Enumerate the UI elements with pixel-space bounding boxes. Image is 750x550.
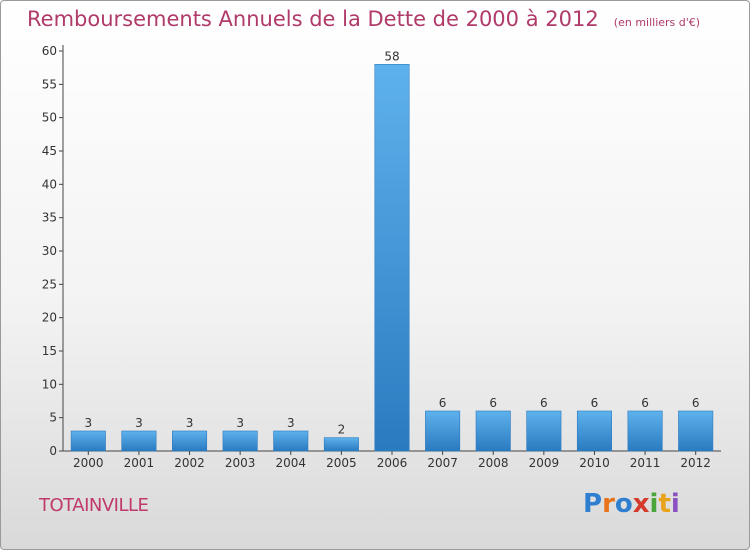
logo-letter: r — [602, 489, 615, 519]
y-tick-label-60: 60 — [42, 44, 57, 58]
bar-2006 — [374, 64, 410, 452]
y-tick-label-45: 45 — [42, 144, 57, 158]
x-tick-label-2004: 2004 — [275, 456, 306, 470]
y-tick-label-10: 10 — [42, 377, 57, 391]
x-tick-label-2000: 2000 — [73, 456, 104, 470]
y-tick-label-20: 20 — [42, 311, 57, 325]
bar-2001 — [121, 430, 157, 452]
y-tick-label-50: 50 — [42, 111, 57, 125]
bar-2002 — [172, 430, 208, 452]
value-label-2011: 6 — [641, 396, 649, 410]
x-tick-label-2011: 2011 — [630, 456, 661, 470]
bar-2007 — [425, 410, 461, 452]
bar-2004 — [273, 430, 309, 452]
logo-letter: i — [649, 489, 659, 519]
value-label-2007: 6 — [439, 396, 447, 410]
x-tick-label-2006: 2006 — [377, 456, 408, 470]
bar-2008 — [475, 410, 511, 452]
y-tick-label-25: 25 — [42, 277, 57, 291]
value-label-2010: 6 — [591, 396, 599, 410]
y-tick-label-40: 40 — [42, 177, 57, 191]
x-tick-label-2010: 2010 — [579, 456, 610, 470]
value-label-2000: 3 — [84, 416, 92, 430]
title-block: Remboursements Annuels de la Dette de 20… — [27, 7, 700, 31]
x-tick-label-2008: 2008 — [478, 456, 509, 470]
value-label-2003: 3 — [236, 416, 244, 430]
bar-2012 — [678, 410, 714, 452]
y-tick-label-0: 0 — [49, 444, 57, 458]
x-tick-label-2003: 2003 — [225, 456, 256, 470]
bar-2005 — [323, 437, 359, 452]
y-tick-label-30: 30 — [42, 244, 57, 258]
value-label-2009: 6 — [540, 396, 548, 410]
value-label-2004: 3 — [287, 416, 295, 430]
bar-2009 — [526, 410, 562, 452]
logo-letter: i — [670, 489, 680, 519]
logo-letter: t — [658, 489, 671, 519]
x-tick-label-2002: 2002 — [174, 456, 205, 470]
value-label-2012: 6 — [692, 396, 700, 410]
y-tick-label-5: 5 — [49, 411, 57, 425]
x-tick-label-2007: 2007 — [427, 456, 458, 470]
value-label-2001: 3 — [135, 416, 143, 430]
value-label-2006: 58 — [384, 49, 399, 63]
chart-unit: (en milliers d'€) — [613, 16, 701, 29]
y-tick-label-35: 35 — [42, 211, 57, 225]
x-tick-label-2009: 2009 — [529, 456, 560, 470]
logo-letter: x — [632, 489, 650, 519]
chart-title: Remboursements Annuels de la Dette de 20… — [27, 7, 599, 31]
bar-2003 — [222, 430, 258, 452]
proxiti-logo: Proxiti — [583, 489, 680, 519]
bar-2000 — [70, 430, 106, 452]
logo-letter: P — [583, 489, 603, 519]
value-label-2008: 6 — [489, 396, 497, 410]
commune-name: TOTAINVILLE — [39, 495, 149, 516]
bar-2011 — [627, 410, 663, 452]
value-label-2002: 3 — [186, 416, 194, 430]
value-label-2005: 2 — [338, 423, 346, 437]
y-tick-label-55: 55 — [42, 77, 57, 91]
bar-2010 — [576, 410, 612, 452]
logo-letter: o — [614, 489, 633, 519]
x-tick-label-2005: 2005 — [326, 456, 357, 470]
x-tick-label-2012: 2012 — [680, 456, 711, 470]
x-tick-label-2001: 2001 — [124, 456, 155, 470]
y-tick-label-15: 15 — [42, 344, 57, 358]
